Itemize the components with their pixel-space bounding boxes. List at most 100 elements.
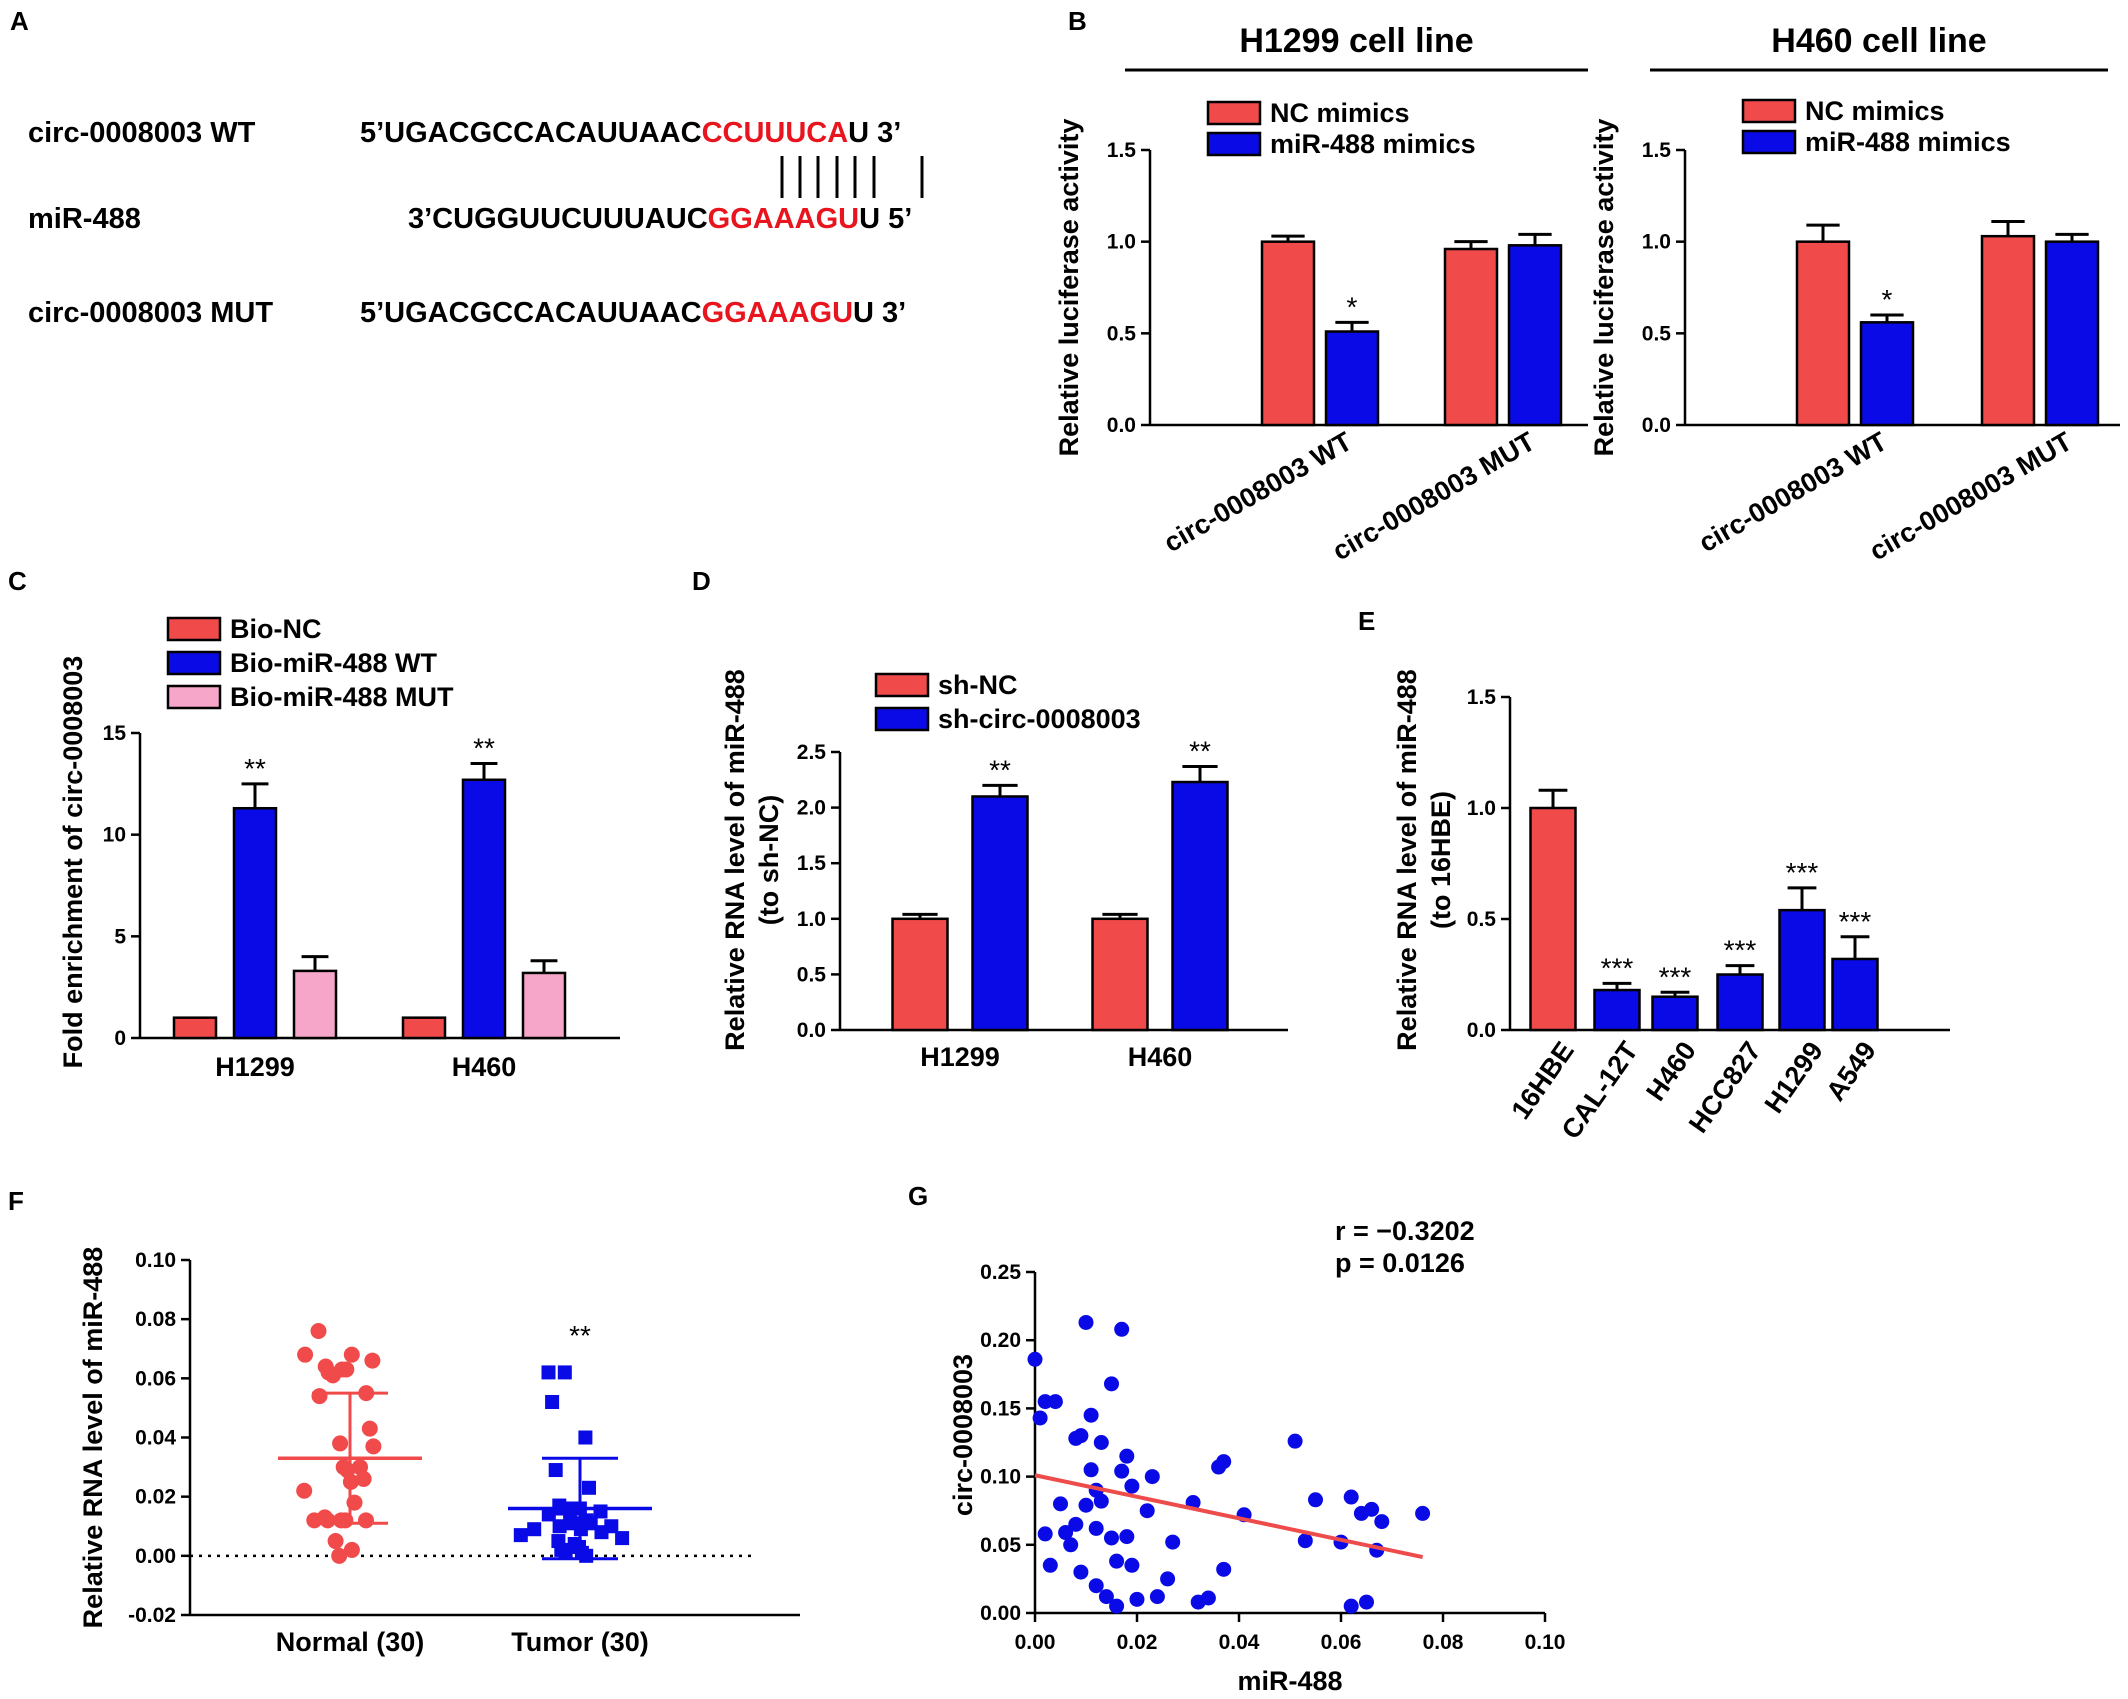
C-significance-label: ** — [473, 733, 495, 764]
C-bar — [232, 806, 278, 1040]
F-y-tick-label: 0.06 — [135, 1367, 176, 1390]
G-data-point — [1165, 1534, 1181, 1550]
E-y-tick-label: 1.0 — [1467, 797, 1496, 820]
G-data-point — [1053, 1496, 1068, 1512]
F-data-point — [513, 1528, 528, 1543]
G-data-point — [1078, 1497, 1094, 1513]
seq-mut: 5’UGACGCCACAUUAACGGAAAGUU 3’ — [360, 297, 906, 329]
B1-y-axis-label: Relative luciferase activity — [1054, 119, 1084, 457]
B1-y-tick-label: 0.0 — [1107, 414, 1136, 437]
F-y-tick-label: -0.02 — [128, 1604, 176, 1627]
G-data-point — [1216, 1561, 1232, 1577]
C-bar — [461, 778, 507, 1040]
B2-legend-label: miR-488 mimics — [1805, 127, 2011, 157]
B1-chart-title: H1299 cell line — [1239, 22, 1473, 60]
G-data-point — [1042, 1557, 1058, 1573]
D-category-label: H1299 — [920, 1042, 1000, 1072]
E-bar — [1593, 988, 1641, 1032]
panel-label-e: E — [1358, 606, 1375, 636]
D-y-tick-label: 2.5 — [797, 741, 827, 764]
D-significance-label: ** — [989, 754, 1011, 785]
B2-y-axis-label: Relative luciferase activity — [1589, 119, 1619, 457]
B2-y-tick-label: 1.0 — [1642, 231, 1671, 254]
G-data-point — [1083, 1407, 1099, 1423]
B2-y-tick-label: 0.5 — [1642, 322, 1672, 345]
G-stat-p: p = 0.0126 — [1335, 1248, 1465, 1278]
E-significance-label: *** — [1601, 952, 1634, 983]
E-significance-label: *** — [1659, 961, 1692, 992]
seq-row-name: miR-488 — [28, 203, 141, 235]
E-significance-label: *** — [1786, 857, 1819, 888]
G-data-point — [1058, 1525, 1074, 1541]
F-data-point — [557, 1365, 572, 1380]
E-category-label: A549 — [1820, 1036, 1882, 1106]
G-data-point — [1098, 1589, 1114, 1605]
B2-y-tick-label: 1.5 — [1642, 139, 1672, 162]
F-data-point — [364, 1352, 381, 1369]
G-data-point — [1073, 1564, 1089, 1580]
D-y-tick-label: 0.5 — [797, 963, 827, 986]
B1-legend-swatch — [1206, 100, 1262, 126]
seq-mir488: 3’CUGGUUCUUUAUCGGAAAGUU 5’ — [408, 203, 912, 235]
F-significance-label: ** — [569, 1320, 591, 1351]
C-significance-label: ** — [244, 753, 266, 784]
G-data-point — [1364, 1501, 1380, 1517]
G-stat-r: r = −0.3202 — [1335, 1216, 1475, 1246]
F-data-point — [548, 1463, 563, 1478]
D-legend-swatch — [874, 672, 930, 698]
B2-chart-title: H460 cell line — [1771, 22, 1986, 60]
G-data-point — [1073, 1428, 1089, 1444]
E-y-tick-label: 1.5 — [1467, 686, 1497, 709]
F-data-point — [297, 1346, 314, 1363]
panel-a-alignment: circ-0008003 WT 5’UGACGCCACAUUAACCCUUUCA… — [28, 117, 924, 329]
E-bar — [1716, 973, 1764, 1032]
F-y-tick-label: 0.04 — [135, 1427, 176, 1450]
G-data-point — [1109, 1553, 1125, 1569]
F-data-point — [311, 1388, 328, 1405]
D-y-tick-label: 1.5 — [797, 852, 827, 875]
B1-y-tick-label: 1.0 — [1107, 231, 1136, 254]
G-data-point — [1027, 1351, 1043, 1367]
F-data-point — [331, 1547, 348, 1564]
B2-y-tick-label: 0.0 — [1642, 414, 1671, 437]
C-legend-swatch — [166, 684, 222, 710]
F-category-label: Tumor (30) — [511, 1627, 649, 1657]
C-category-label: H1299 — [215, 1052, 295, 1082]
E-bar — [1831, 957, 1879, 1032]
D-y-tick-label: 0.0 — [797, 1019, 826, 1042]
G-data-point — [1037, 1526, 1053, 1542]
D-legend-swatch — [874, 706, 930, 732]
F-data-point — [343, 1541, 360, 1558]
F-data-point — [541, 1365, 556, 1380]
B2-bar — [1795, 240, 1851, 427]
G-x-axis-label: miR-488 — [1237, 1666, 1342, 1696]
F-data-point — [343, 1346, 360, 1363]
F-data-point — [332, 1435, 349, 1452]
G-y-tick-label: 0.25 — [980, 1261, 1021, 1284]
G-data-point — [1104, 1376, 1119, 1392]
G-data-point — [1104, 1530, 1119, 1546]
F-data-point — [541, 1507, 556, 1522]
panel-label-g: G — [908, 1181, 928, 1211]
G-data-point — [1129, 1591, 1145, 1607]
B2-bar — [1859, 321, 1915, 427]
E-significance-label: *** — [1839, 906, 1872, 937]
C-y-axis-label: Fold enrichment of circ-0008003 — [58, 656, 88, 1069]
F-data-point — [527, 1522, 542, 1537]
G-data-point — [1114, 1463, 1130, 1479]
E-bar — [1778, 908, 1826, 1032]
E-bar — [1651, 995, 1699, 1032]
F-data-point — [296, 1482, 313, 1499]
B1-category-label: circ-0008003 MUT — [1327, 426, 1540, 566]
G-data-point — [1200, 1590, 1216, 1606]
D-y-tick-label: 2.0 — [797, 797, 826, 820]
F-data-point — [558, 1545, 573, 1560]
G-data-point — [1032, 1410, 1048, 1426]
D-legend-label: sh-circ-0008003 — [938, 704, 1141, 734]
F-data-point — [306, 1512, 323, 1529]
G-data-point — [1114, 1321, 1130, 1337]
G-data-point — [1119, 1448, 1135, 1464]
D-y-tick-label: 1.0 — [797, 908, 826, 931]
F-data-point — [355, 1470, 372, 1487]
